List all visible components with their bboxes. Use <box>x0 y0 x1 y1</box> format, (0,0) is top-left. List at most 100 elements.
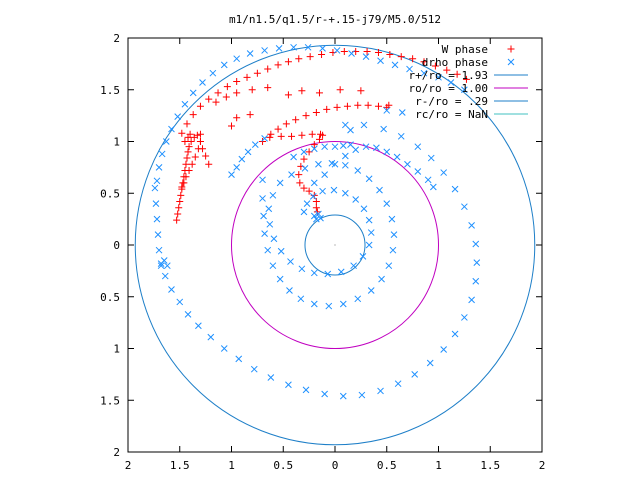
w-phase-point <box>193 131 201 139</box>
w-phase-point <box>323 105 331 113</box>
w-phase-point <box>177 191 185 199</box>
drho-phase-point <box>300 148 308 156</box>
drho-phase-point <box>406 65 413 73</box>
drho-phase-point <box>317 214 324 222</box>
w-phase-point <box>264 65 272 73</box>
drho-phase-point <box>337 268 345 276</box>
w-phase-point <box>246 111 254 119</box>
w-phase-point <box>274 61 282 69</box>
drho-phase-point <box>302 386 310 394</box>
w-phase-point <box>183 120 191 128</box>
y-tick-label: 2 <box>113 32 120 45</box>
legend-label: W phase <box>442 43 488 56</box>
w-phase-point <box>300 155 308 163</box>
w-phase-point <box>333 103 341 111</box>
w-phase-point <box>214 89 222 97</box>
drho-phase-point <box>267 374 275 381</box>
drho-phase-point <box>321 390 329 398</box>
w-phase-point <box>305 187 313 195</box>
drho-phase-point <box>264 246 272 254</box>
drho-phase-point <box>339 142 347 149</box>
drho-phase-point <box>367 229 375 236</box>
drho-phase-point <box>348 50 355 57</box>
drho-phase-point <box>276 275 284 283</box>
w-phase-point <box>185 166 193 174</box>
legend-marker-drho-phase <box>507 58 515 66</box>
drho-phase-point <box>440 169 448 176</box>
drho-phase-point <box>414 143 422 151</box>
drho-phase-point <box>350 262 357 270</box>
w-phase-point <box>409 55 417 63</box>
data-series <box>151 43 481 400</box>
drho-phase-point <box>468 221 475 229</box>
drho-phase-point <box>341 121 349 129</box>
x-tick-label: 0.5 <box>377 459 397 472</box>
w-phase-point <box>267 130 275 138</box>
w-phase-point <box>202 152 210 160</box>
w-phase-point <box>264 84 272 92</box>
drho-phase-point <box>393 153 401 161</box>
y-tick-label: 1 <box>113 343 120 356</box>
chart-title: m1/n1.5/q1.5/r-+.15-j79/M5.0/512 <box>229 13 441 26</box>
drho-phase-point <box>153 177 161 185</box>
w-phase-point <box>312 109 320 117</box>
w-phase-point <box>315 135 323 143</box>
y-tick-label: 0.5 <box>100 291 120 304</box>
drho-phase-point <box>160 257 168 264</box>
w-phase-point <box>222 93 230 101</box>
drho-phase-point <box>152 200 160 207</box>
w-phase-point <box>178 183 186 191</box>
drho-phase-point <box>303 200 311 207</box>
drho-phase-point <box>426 359 434 367</box>
w-phase-point <box>185 143 193 151</box>
drho-phase-point <box>189 89 197 97</box>
drho-phase-point <box>285 381 292 389</box>
drho-phase-point <box>373 144 380 152</box>
radius-circles <box>134 44 536 446</box>
drho-phase-point <box>162 138 170 145</box>
legend-label: rc/ro = NaN <box>415 108 488 121</box>
drho-phase-point <box>324 270 332 278</box>
x-tick-label: 0 <box>332 459 339 472</box>
drho-phase-point <box>319 187 326 195</box>
y-tick-label: 0.5 <box>100 187 120 200</box>
drho-phase-point <box>447 79 455 86</box>
drho-phase-point <box>339 300 347 308</box>
w-phase-point <box>274 125 282 133</box>
w-phase-point <box>196 102 204 110</box>
legend-label: ro/ro = 1.00 <box>409 82 488 95</box>
drho-phase-point <box>269 191 277 199</box>
drho-phase-point <box>377 387 384 395</box>
drho-phase-point <box>287 258 294 265</box>
drho-phase-point <box>228 171 235 178</box>
legend-label: drho phase <box>422 56 488 69</box>
drho-phase-point <box>158 150 166 158</box>
w-phase-point <box>189 111 197 119</box>
w-phase-point <box>253 69 261 77</box>
y-tick-label: 1.5 <box>100 394 120 407</box>
drho-phase-point <box>261 230 268 237</box>
drho-phase-point <box>367 287 375 294</box>
w-phase-point <box>385 101 393 109</box>
drho-phase-point <box>427 154 435 162</box>
drho-phase-point <box>155 164 163 171</box>
w-phase-point <box>363 47 371 55</box>
drho-phase-point <box>473 259 481 266</box>
drho-phase-point <box>341 152 349 160</box>
w-phase-point <box>182 160 190 168</box>
w-phase-point <box>199 145 207 153</box>
drho-phase-point <box>365 216 373 224</box>
drho-phase-point <box>304 43 312 51</box>
drho-phase-point <box>220 345 228 352</box>
w-phase-point <box>183 154 191 162</box>
w-phase-point <box>354 101 362 109</box>
w-phase-point <box>292 116 300 124</box>
drho-phase-point <box>472 277 480 285</box>
drho-phase-point <box>440 346 448 353</box>
w-phase-point <box>233 77 241 85</box>
drho-phase-point <box>238 155 246 163</box>
drho-phase-point <box>250 365 258 373</box>
drho-phase-point <box>261 47 268 54</box>
drho-phase-point <box>331 143 339 151</box>
drho-phase-point <box>360 205 368 213</box>
